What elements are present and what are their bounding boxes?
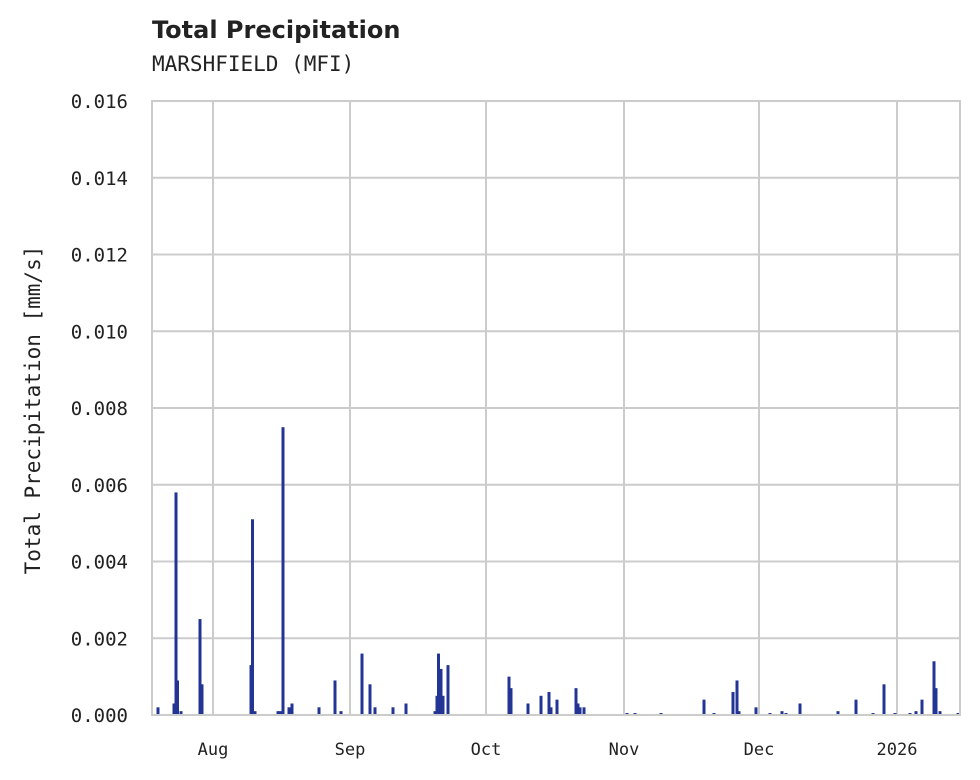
precip-bar: [702, 699, 706, 715]
precip-bar: [934, 688, 938, 715]
precip-bar: [578, 707, 582, 715]
x-tick-label: Sep: [335, 740, 366, 760]
x-axis-ticks: Aug Sep Oct Nov Dec 2026: [198, 740, 918, 760]
precip-bar: [433, 711, 437, 715]
precip-bar: [360, 653, 364, 715]
precip-bar: [576, 703, 580, 715]
chart-subtitle: MARSHFIELD (MFI): [152, 52, 355, 76]
grid-lines: [152, 100, 960, 716]
precip-bar: [200, 684, 204, 715]
precip-bar: [539, 695, 543, 715]
y-axis-ticks: 0.000 0.002 0.004 0.006 0.008 0.010 0.012 0.014…: [71, 91, 128, 727]
precip-bar: [754, 707, 758, 715]
precip-bar: [507, 676, 511, 715]
precip-bar: [737, 711, 741, 715]
y-axis-label: Total Precipitation [mm/s]: [21, 246, 45, 575]
x-tick-label: Oct: [471, 740, 502, 760]
y-tick-label: 0.014: [71, 168, 128, 190]
y-tick-label: 0.004: [71, 552, 128, 574]
x-tick-label: Dec: [744, 740, 775, 760]
precip-bar: [836, 711, 840, 715]
precip-bar: [780, 711, 784, 715]
precip-bar: [549, 707, 553, 715]
precip-bar: [798, 703, 802, 715]
precip-bar: [582, 707, 586, 715]
precip-bar: [735, 680, 739, 715]
data-bars: [156, 427, 960, 715]
precip-bar: [290, 703, 294, 715]
precip-bar: [174, 492, 178, 715]
precip-bar: [509, 688, 513, 715]
precip-bar: [914, 711, 918, 715]
precip-bar: [731, 691, 735, 715]
precip-bar: [882, 684, 886, 715]
precip-bar: [287, 707, 291, 715]
precip-bar: [404, 703, 408, 715]
precip-bar: [172, 703, 176, 715]
precip-bar: [276, 711, 280, 715]
precip-bar: [281, 427, 285, 715]
y-tick-label: 0.010: [71, 321, 128, 343]
precip-bar: [253, 711, 257, 715]
chart-title: Total Precipitation: [152, 16, 401, 44]
precip-bar: [574, 688, 578, 715]
y-tick-label: 0.002: [71, 628, 128, 650]
precip-bar: [391, 707, 395, 715]
precip-bar: [854, 699, 858, 715]
y-tick-label: 0.006: [71, 475, 128, 497]
x-tick-label: Nov: [609, 740, 640, 760]
precip-bar: [317, 707, 321, 715]
precip-bar: [156, 707, 160, 715]
precip-bar: [932, 661, 936, 715]
precip-bar: [555, 699, 559, 715]
precip-bar: [920, 699, 924, 715]
y-tick-label: 0.008: [71, 398, 128, 420]
precip-bar: [373, 707, 377, 715]
y-tick-label: 0.012: [71, 245, 128, 267]
precip-bar: [339, 711, 343, 715]
precip-bar: [176, 680, 179, 715]
precip-bar: [938, 711, 942, 715]
precip-bar: [179, 711, 183, 715]
precip-bar: [526, 703, 530, 715]
x-tick-label: Aug: [198, 740, 229, 760]
precip-bar: [251, 519, 254, 715]
precip-bar: [439, 668, 443, 715]
precip-bar: [198, 619, 202, 715]
precip-bar: [441, 695, 445, 715]
precip-bar: [333, 680, 337, 715]
plot-frame: [151, 100, 961, 716]
x-tick-label: 2026: [877, 740, 918, 760]
precip-bar: [368, 684, 372, 715]
y-tick-label: 0.016: [71, 91, 128, 113]
precip-bar: [278, 711, 282, 715]
precip-bar: [547, 691, 551, 715]
precip-bar: [437, 653, 440, 715]
y-tick-label: 0.000: [71, 705, 128, 727]
precip-bar: [446, 665, 450, 715]
